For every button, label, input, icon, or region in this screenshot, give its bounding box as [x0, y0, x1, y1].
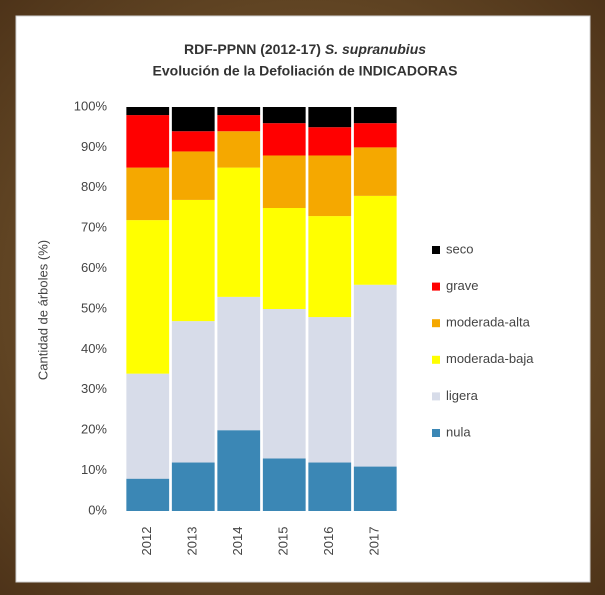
- bar-segment: [217, 430, 261, 511]
- bar-segment: [126, 115, 170, 168]
- x-tick-label: 2016: [321, 527, 336, 556]
- legend-label: moderada-alta: [446, 315, 531, 330]
- y-tick-label: 10%: [81, 462, 107, 477]
- bar-segment: [308, 155, 352, 217]
- bar-segment: [217, 131, 261, 168]
- bar-segment: [171, 131, 215, 152]
- bar-segment: [171, 107, 215, 132]
- y-tick-label: 30%: [81, 381, 107, 396]
- y-tick-label: 50%: [81, 300, 107, 315]
- y-tick-label: 80%: [81, 179, 107, 194]
- legend-swatch: [432, 246, 440, 254]
- bar-segment: [126, 107, 170, 116]
- bar-segment: [308, 127, 352, 156]
- y-tick-label: 20%: [81, 422, 107, 437]
- legend-swatch: [432, 392, 440, 401]
- legend-label: ligera: [446, 388, 479, 403]
- bar-segment: [262, 123, 306, 156]
- bar-segment: [353, 195, 397, 285]
- x-tick-label: 2013: [185, 527, 200, 556]
- y-tick-label: 0%: [88, 502, 107, 517]
- legend-label: moderada-baja: [446, 351, 534, 366]
- legend-label: seco: [446, 241, 473, 256]
- bar-segment: [217, 115, 261, 132]
- chart-title: RDF-PPNN (2012-17) S. supranubius: [184, 41, 426, 57]
- bar-segment: [308, 317, 352, 463]
- bar-segment: [262, 309, 306, 459]
- bar-segment: [126, 478, 170, 511]
- bar-segment: [353, 284, 397, 467]
- bar-segment: [126, 167, 170, 221]
- bar-segment: [171, 199, 215, 322]
- bar-segment: [353, 107, 397, 124]
- x-tick-label: 2017: [367, 527, 382, 556]
- bar-segment: [353, 123, 397, 148]
- bar-segment: [217, 107, 261, 116]
- y-tick-label: 60%: [81, 260, 107, 275]
- bar-segment: [262, 458, 306, 511]
- y-tick-label: 70%: [81, 220, 107, 235]
- bar-segment: [353, 466, 397, 511]
- x-tick-label: 2014: [230, 527, 245, 556]
- bar-segment: [262, 107, 306, 124]
- title-species: S. supranubius: [325, 41, 426, 57]
- legend-swatch: [432, 319, 440, 328]
- bar-segment: [217, 296, 261, 431]
- y-tick-label: 100%: [74, 98, 108, 113]
- legend-swatch: [432, 355, 440, 364]
- bar-segment: [171, 321, 215, 463]
- y-axis-title: Cantidad de árboles (%): [35, 240, 50, 380]
- x-tick-label: 2012: [139, 527, 154, 556]
- bar-segment: [353, 147, 397, 196]
- y-tick-label: 90%: [81, 139, 107, 154]
- bar-segment: [308, 216, 352, 318]
- legend-swatch: [432, 282, 440, 291]
- chart-subtitle: Evolución de la Defoliación de INDICADOR…: [153, 63, 458, 79]
- title-main: RDF-PPNN (2012-17): [184, 41, 321, 57]
- bar-segment: [217, 167, 261, 297]
- y-tick-label: 40%: [81, 341, 107, 356]
- x-tick-label: 2015: [276, 527, 291, 556]
- bar-segment: [308, 107, 352, 128]
- bar-segment: [262, 155, 306, 208]
- legend-label: nula: [446, 424, 471, 439]
- legend-swatch: [432, 429, 440, 437]
- legend-label: grave: [446, 278, 479, 293]
- bar-segment: [171, 462, 215, 511]
- bar-segment: [308, 462, 352, 511]
- bar-segment: [262, 208, 306, 309]
- bar-segment: [126, 220, 170, 374]
- bar-segment: [126, 373, 170, 479]
- bar-segment: [171, 151, 215, 200]
